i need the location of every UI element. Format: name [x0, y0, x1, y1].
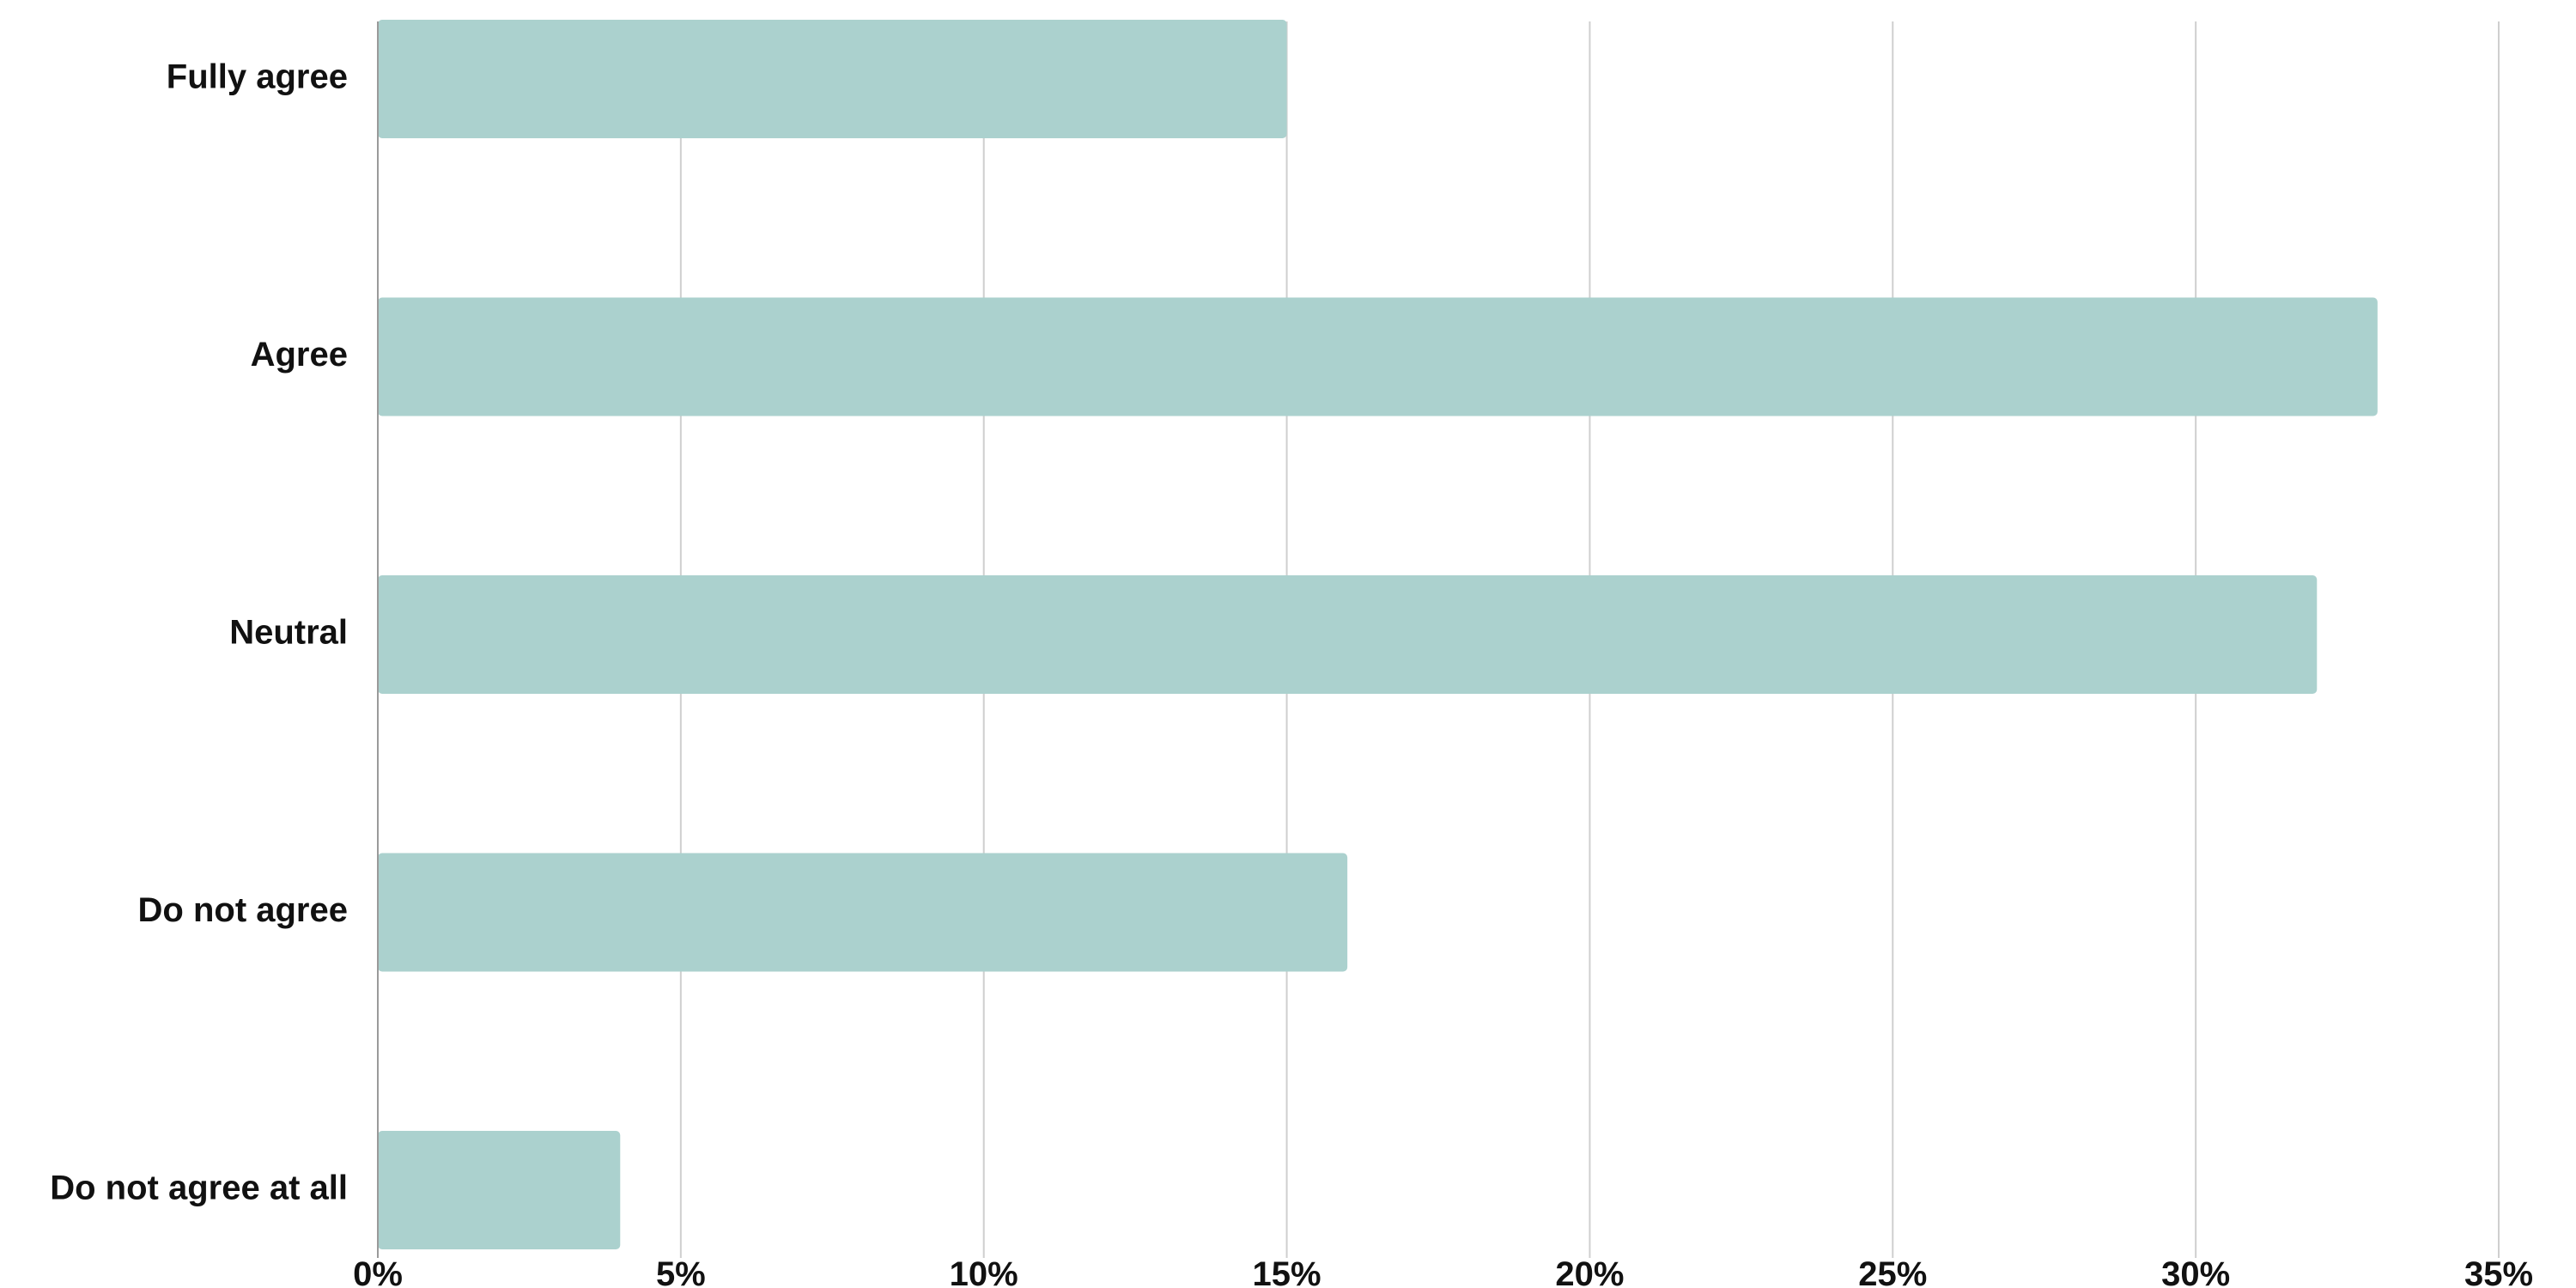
category-labels: Fully agree Agree Neutral Do not agree Do no… [50, 58, 348, 1207]
bar-neutral [378, 575, 2318, 694]
x-tick-label: 15% [1253, 1255, 1321, 1288]
x-tick-label: 35% [2464, 1255, 2533, 1288]
bar-agree [378, 297, 2378, 416]
x-tick-label: 0% [353, 1255, 403, 1288]
x-tick-label: 5% [656, 1255, 706, 1288]
x-tick-label: 10% [950, 1255, 1018, 1288]
x-tick-labels: 0% 5% 10% 15% 20% 25% 30% 35% [353, 1255, 2533, 1288]
bar-do-not-agree [378, 853, 1348, 972]
bars [378, 20, 2378, 1249]
x-tick-label: 30% [2161, 1255, 2230, 1288]
bar-do-not-agree-at-all [378, 1131, 621, 1249]
x-tick-label: 25% [1858, 1255, 1927, 1288]
category-label: Do not agree at all [50, 1170, 348, 1207]
category-label: Agree [251, 336, 348, 374]
category-label: Do not agree [138, 891, 348, 929]
category-label: Fully agree [167, 58, 348, 96]
bar-fully-agree [378, 20, 1287, 138]
category-label: Neutral [229, 614, 348, 652]
x-tick-label: 20% [1555, 1255, 1624, 1288]
